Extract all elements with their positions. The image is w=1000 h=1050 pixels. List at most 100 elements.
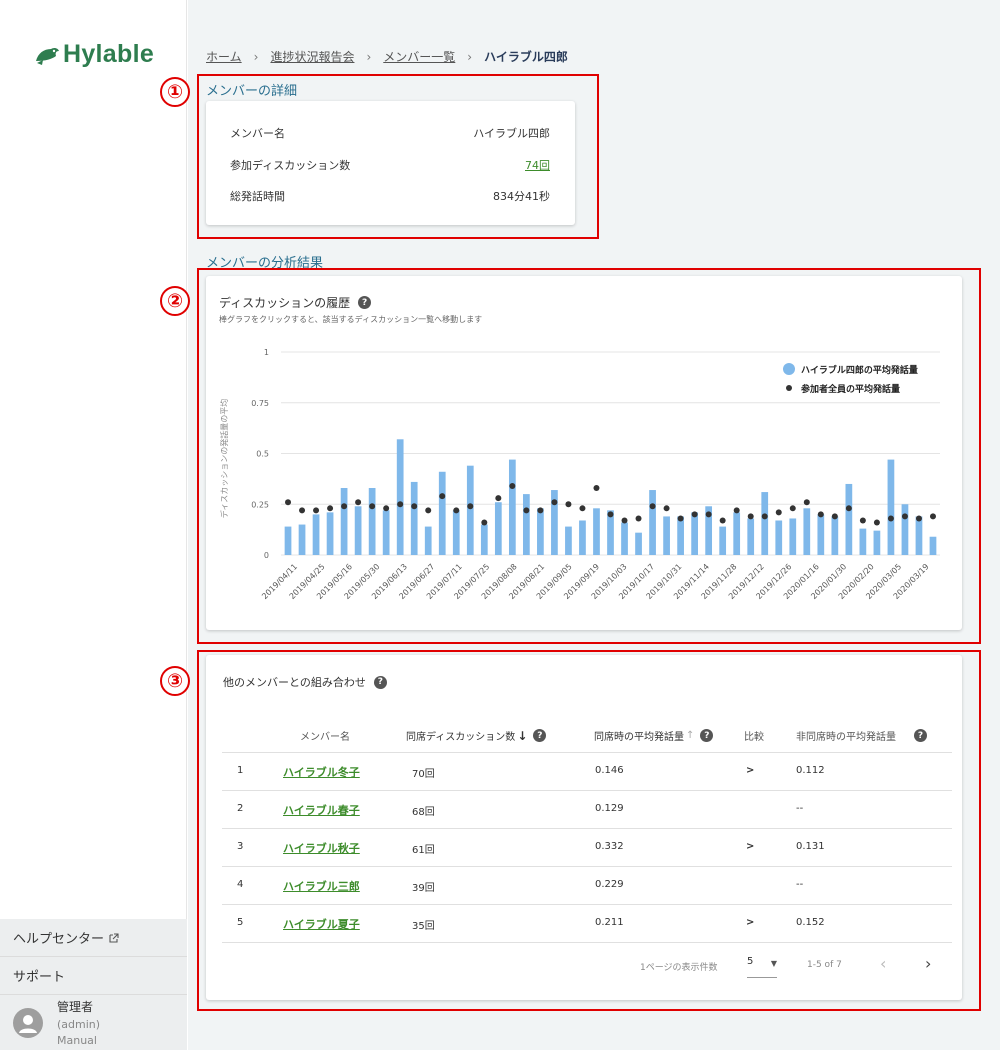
chart-bar[interactable] — [424, 526, 432, 555]
chart-bar[interactable] — [747, 518, 755, 555]
help-icon[interactable]: ? — [358, 296, 372, 309]
rows-per-page-label: 1ページの表示件数 — [640, 963, 718, 973]
help-icon[interactable]: ? — [373, 675, 387, 689]
chart-bar[interactable] — [396, 439, 404, 555]
user-name: 管理者 — [57, 1000, 94, 1014]
chart-point — [817, 511, 824, 518]
chart-bar[interactable] — [845, 483, 853, 555]
user-menu[interactable]: 管理者 (admin) Manual — [0, 996, 187, 1050]
hylable-logo[interactable]: Hylable — [34, 40, 154, 69]
help-icon[interactable]: ? — [914, 729, 927, 742]
discussion-count-link[interactable]: 74回 — [525, 159, 550, 172]
row-rank: 3 — [237, 841, 244, 852]
person-icon — [19, 1015, 37, 1033]
chart-bar[interactable] — [719, 526, 727, 555]
detail-value: 834分41秒 — [493, 190, 550, 203]
chart-bar[interactable] — [368, 488, 376, 555]
member-name-link[interactable]: ハイラブル夏子 — [283, 918, 360, 931]
chart-bar[interactable] — [523, 494, 530, 555]
chart-point — [579, 505, 586, 512]
avatar — [13, 1008, 43, 1038]
chart-bar[interactable] — [508, 459, 516, 555]
chart-bar[interactable] — [775, 520, 783, 555]
chart-bar[interactable] — [284, 526, 292, 555]
chart-bar[interactable] — [579, 520, 586, 555]
history-title-text: ディスカッションの履歴 — [219, 296, 351, 310]
chart-bar[interactable] — [298, 524, 306, 555]
next-page-icon[interactable]: › — [925, 954, 932, 973]
chart-bar[interactable] — [635, 532, 642, 555]
chart-point — [341, 503, 348, 510]
row-compare: > — [746, 765, 755, 776]
member-name-link[interactable]: ハイラブル冬子 — [283, 766, 360, 779]
chart-bar[interactable] — [901, 504, 909, 555]
chart-bar[interactable] — [831, 516, 839, 555]
chart-bar[interactable] — [929, 536, 937, 555]
help-icon[interactable]: ? — [700, 729, 714, 742]
chart-bar[interactable] — [340, 488, 348, 555]
col-header-avg-with[interactable]: 同席時の平均発話量 ↑ ? — [594, 728, 714, 743]
support-link[interactable]: サポート — [0, 957, 187, 995]
col-header-count[interactable]: 同席ディスカッション数 ↓ ? — [406, 728, 547, 743]
chart-bar[interactable] — [312, 514, 320, 555]
chart-bar[interactable] — [705, 506, 713, 555]
chart-bar[interactable] — [789, 518, 797, 555]
chart-bar[interactable] — [733, 512, 741, 555]
chart-bar[interactable] — [537, 508, 544, 555]
member-name-link[interactable]: ハイラブル三郎 — [283, 880, 360, 893]
member-combination-card: 他のメンバーとの組み合わせ ? メンバー名 同席ディスカッション数 ↓ ? 同席… — [206, 655, 962, 1000]
chart-point — [621, 517, 628, 524]
chart-bar[interactable] — [326, 512, 334, 555]
row-count: 39回 — [412, 883, 435, 894]
rows-per-page-select[interactable]: 5 ▼ — [747, 956, 777, 978]
chart-point — [761, 513, 768, 520]
chart-point — [397, 501, 404, 508]
row-compare: > — [746, 917, 755, 928]
member-name-link[interactable]: ハイラブル秋子 — [283, 842, 360, 855]
chart-bar[interactable] — [452, 510, 460, 555]
chart-bar[interactable] — [382, 510, 390, 555]
prev-page-icon[interactable]: ‹ — [880, 954, 887, 973]
chart-bar[interactable] — [551, 490, 558, 555]
col-header-name: メンバー名 — [300, 732, 350, 743]
breadcrumb-current: ハイラブル四郎 — [484, 50, 568, 64]
chart-bar[interactable] — [803, 508, 811, 555]
chart-bar[interactable] — [761, 492, 769, 555]
help-icon[interactable]: ? — [533, 729, 547, 742]
chart-bar[interactable] — [593, 508, 600, 555]
chart-bar[interactable] — [494, 502, 502, 555]
chart-point — [355, 499, 362, 506]
chart-bar[interactable] — [663, 516, 670, 555]
help-center-label: ヘルプセンター — [13, 932, 105, 947]
highlight-box-1 — [197, 74, 599, 239]
chart-bar[interactable] — [480, 524, 488, 555]
chart-bar[interactable] — [565, 526, 572, 555]
help-center-link[interactable]: ヘルプセンター — [0, 919, 187, 957]
chart-point — [593, 485, 600, 492]
chart-bar[interactable] — [677, 516, 684, 555]
row-avg-with: 0.229 — [595, 879, 624, 890]
chart-bar[interactable] — [354, 506, 362, 555]
user-role: Manual — [57, 1034, 97, 1047]
chart-bar[interactable] — [438, 471, 446, 555]
chart-bar[interactable] — [887, 459, 895, 555]
chart-bar[interactable] — [915, 516, 923, 555]
breadcrumb-member-list[interactable]: メンバー一覧 — [383, 50, 456, 64]
discussion-history-chart[interactable]: 00.250.50.751ディスカッションの発話量の平均2019/04/1120… — [206, 276, 962, 630]
row-count: 70回 — [412, 769, 435, 780]
sort-down-arrow-icon: ↓ — [517, 728, 528, 743]
chart-bar[interactable] — [691, 512, 698, 555]
member-name-link[interactable]: ハイラブル春子 — [283, 804, 360, 817]
row-divider — [222, 942, 952, 943]
breadcrumb-home[interactable]: ホーム — [206, 50, 242, 64]
chart-bar[interactable] — [621, 522, 628, 555]
chart-bar[interactable] — [873, 530, 881, 555]
chart-point — [733, 507, 740, 514]
chart-bar[interactable] — [410, 481, 418, 555]
chart-bar[interactable] — [466, 465, 474, 555]
breadcrumb-report[interactable]: 進捗状況報告会 — [270, 50, 355, 64]
chart-bar[interactable] — [649, 490, 656, 555]
chart-bar[interactable] — [607, 510, 614, 555]
chart-bar[interactable] — [817, 514, 825, 555]
chart-bar[interactable] — [859, 528, 867, 555]
